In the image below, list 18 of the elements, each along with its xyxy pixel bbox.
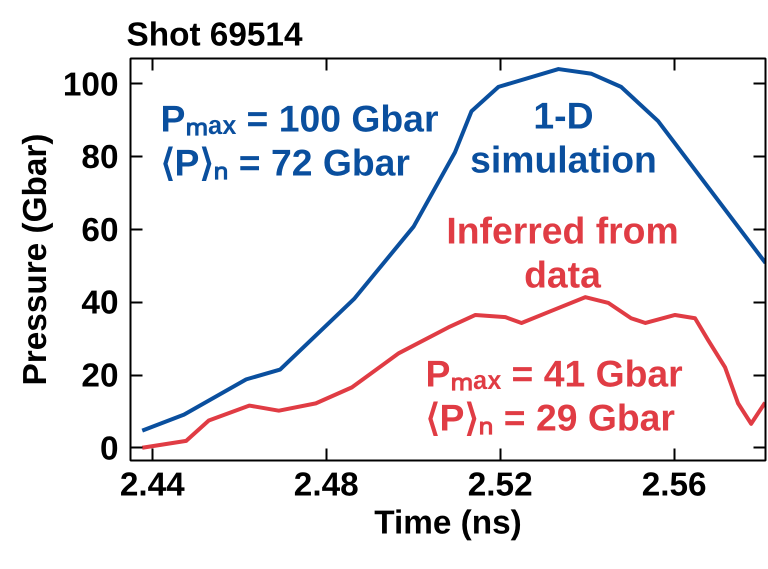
x-axis-title: Time (ns) — [374, 504, 522, 542]
y-axis-title: Pressure (Gbar) — [16, 134, 54, 386]
x-tick-label: 2.52 — [468, 466, 533, 504]
line-series — [140, 295, 766, 450]
y-tick-label: 60 — [81, 212, 119, 249]
y-tick-label: 20 — [81, 358, 119, 395]
y-tick-label: 0 — [100, 430, 119, 468]
annotation: Pₘₐₓ = 41 Gbar ⟨P⟩ₙ = 29 Gbar — [426, 352, 683, 438]
x-tick-label: 2.44 — [120, 466, 186, 504]
x-tick-label: 2.56 — [642, 466, 707, 504]
y-tick-label: 80 — [81, 139, 119, 176]
series-label: Inferred from data — [446, 210, 679, 296]
x-tick-label: 2.48 — [294, 466, 359, 504]
y-tick-label: 40 — [81, 284, 119, 322]
annotation: Pₘₐₓ = 100 Gbar ⟨P⟩ₙ = 72 Gbar — [160, 98, 438, 184]
y-tick-label: 100 — [62, 66, 119, 104]
series-label: 1-D simulation — [470, 94, 657, 180]
chart-title: Shot 69514 — [126, 16, 303, 54]
